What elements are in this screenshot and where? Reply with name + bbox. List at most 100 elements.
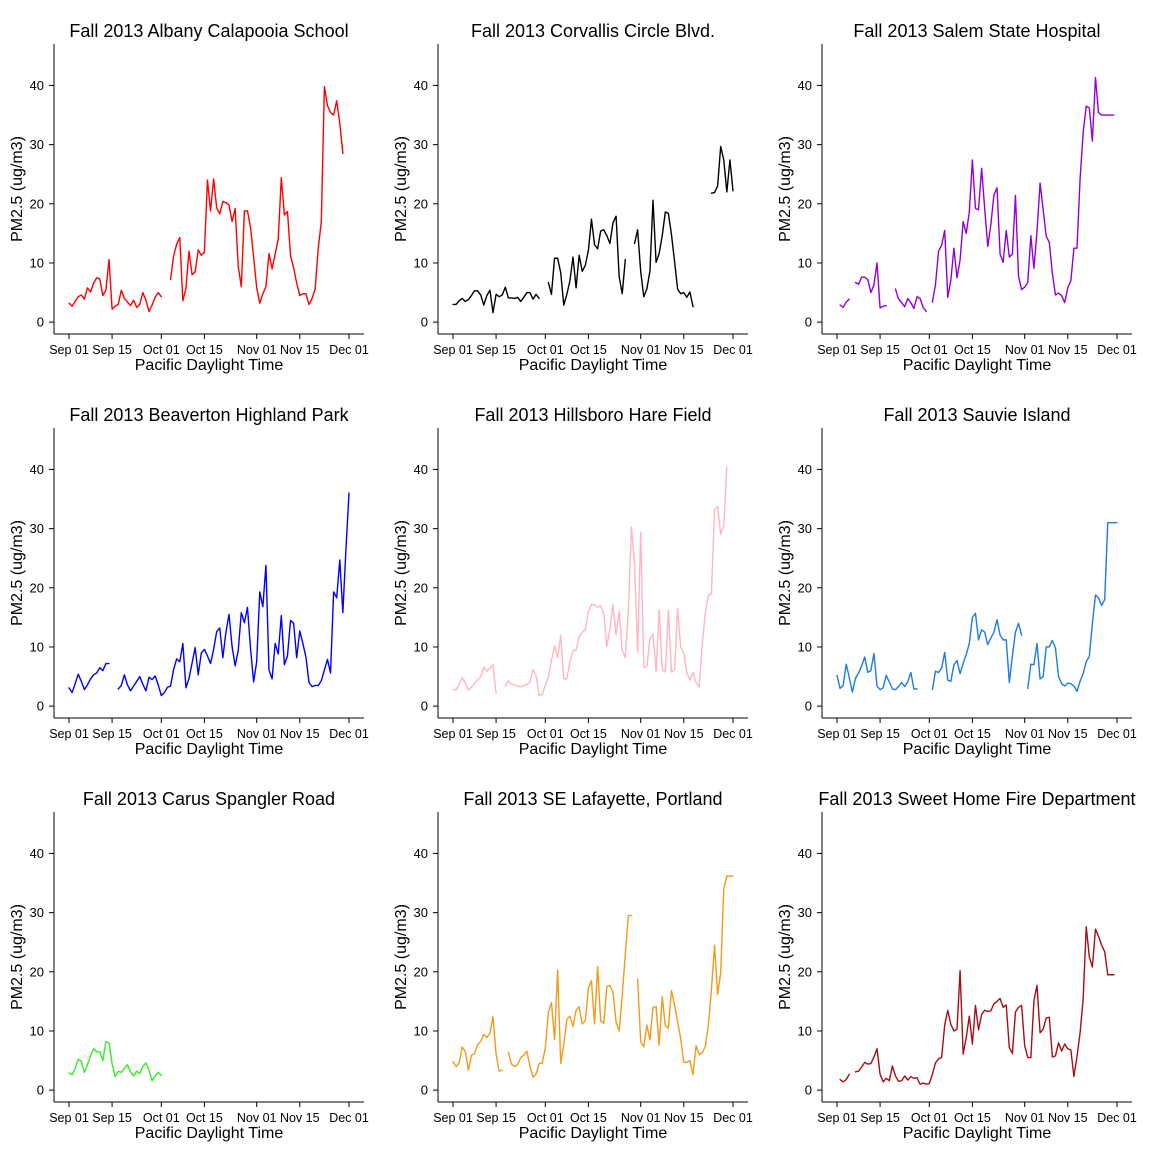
chart-panel: Fall 2013 Sauvie Island 0 10 20 30 40 Sep 01 Se… [777,405,1137,758]
series-line [633,199,694,308]
chart-panel: Fall 2013 Salem State Hospital 0 10 20 30 40 S… [777,21,1137,374]
series-line [636,875,734,1076]
y-tick-label: 10 [798,639,812,654]
y-tick-label: 0 [421,699,428,714]
x-tick-label: Nov 15 [280,1111,320,1125]
y-axis-label: PM2.5 (ug/m3) [9,136,26,242]
y-tick-label: 20 [798,580,812,595]
series-line [931,77,1115,304]
x-axis-label: Pacific Daylight Time [135,741,284,758]
y-tick-label: 10 [414,255,428,270]
y-tick-label: 40 [414,462,428,477]
x-axis-label: Pacific Daylight Time [903,357,1052,374]
x-tick-label: Dec 01 [329,343,369,357]
chart-title: Fall 2013 Sauvie Island [883,405,1070,425]
y-tick-label: 0 [805,315,812,330]
y-tick-label: 40 [414,846,428,861]
x-tick-label: Sep 01 [817,1111,857,1125]
y-tick-label: 20 [798,964,812,979]
y-axis-label: PM2.5 (ug/m3) [393,520,410,626]
y-axis-label: PM2.5 (ug/m3) [393,904,410,1010]
series-line [854,262,887,309]
x-tick-label: Oct 01 [143,343,180,357]
y-tick-label: 0 [421,315,428,330]
y-tick-label: 40 [30,78,44,93]
x-tick-label: Dec 01 [1097,1111,1137,1125]
x-tick-label: Sep 01 [817,343,857,357]
x-tick-label: Nov 15 [664,727,704,741]
x-tick-label: Oct 01 [527,727,564,741]
x-tick-label: Oct 15 [186,1111,223,1125]
y-tick-label: 20 [414,964,428,979]
chart-title: Fall 2013 Carus Spangler Road [83,789,335,809]
x-axis-label: Pacific Daylight Time [903,741,1052,758]
chart-title: Fall 2013 Sweet Home Fire Department [818,789,1135,809]
x-tick-label: Nov 01 [237,727,277,741]
y-tick-label: 30 [798,905,812,920]
y-tick-label: 40 [414,78,428,93]
x-tick-label: Nov 15 [664,1111,704,1125]
x-tick-label: Nov 01 [1005,727,1045,741]
y-tick-label: 10 [30,1023,44,1038]
x-tick-label: Sep 01 [49,1111,89,1125]
chart-panel: Fall 2013 SE Lafayette, Portland 0 10 20 30 4… [393,789,753,1142]
x-axis-label: Pacific Daylight Time [903,1125,1052,1142]
series-line [169,85,344,306]
y-tick-label: 30 [414,905,428,920]
x-tick-label: Dec 01 [713,727,753,741]
series-line [839,298,851,309]
x-axis-label: Pacific Daylight Time [519,741,668,758]
x-tick-label: Nov 15 [280,343,320,357]
chart-title: Fall 2013 Hillsboro Hare Field [474,405,711,425]
series-line [68,258,163,313]
x-tick-label: Oct 15 [954,1111,991,1125]
y-tick-label: 30 [30,521,44,536]
x-tick-label: Sep 15 [476,727,516,741]
y-tick-label: 0 [37,315,44,330]
y-tick-label: 0 [805,699,812,714]
y-tick-label: 30 [414,521,428,536]
chart-title: Fall 2013 SE Lafayette, Portland [463,789,722,809]
series-line [854,926,1115,1085]
y-tick-label: 30 [30,905,44,920]
x-tick-label: Sep 15 [476,343,516,357]
y-tick-label: 40 [30,462,44,477]
x-tick-label: Sep 15 [476,1111,516,1125]
y-tick-label: 40 [798,846,812,861]
y-tick-label: 10 [30,255,44,270]
x-tick-label: Dec 01 [713,1111,753,1125]
x-tick-label: Sep 01 [433,1111,473,1125]
x-axis-label: Pacific Daylight Time [135,1125,284,1142]
chart-panel: Fall 2013 Carus Spangler Road 0 10 20 30 40 Se… [9,789,369,1142]
x-tick-label: Oct 15 [954,343,991,357]
series-line [931,612,1023,691]
x-tick-label: Nov 01 [621,727,661,741]
x-tick-label: Sep 01 [433,343,473,357]
series-line [452,1016,503,1072]
series-line [507,914,633,1078]
x-tick-label: Dec 01 [1097,727,1137,741]
series-line [117,492,350,697]
x-tick-label: Sep 15 [92,1111,132,1125]
x-tick-label: Oct 15 [570,1111,607,1125]
chart-panel: Fall 2013 Hillsboro Hare Field 0 10 20 30 40 S… [393,405,753,758]
x-tick-label: Sep 15 [860,1111,900,1125]
x-tick-label: Dec 01 [1097,343,1137,357]
chart-title: Fall 2013 Corvallis Circle Blvd. [471,21,715,41]
series-line [710,145,734,194]
y-axis-label: PM2.5 (ug/m3) [9,904,26,1010]
y-tick-label: 10 [798,1023,812,1038]
series-line [68,662,110,694]
y-tick-label: 0 [421,1083,428,1098]
y-tick-label: 30 [414,137,428,152]
y-axis-label: PM2.5 (ug/m3) [777,136,794,242]
y-tick-label: 30 [798,137,812,152]
x-tick-label: Nov 01 [621,1111,661,1125]
x-tick-label: Oct 01 [911,343,948,357]
series-line [452,286,540,314]
y-tick-label: 10 [414,1023,428,1038]
series-line [547,215,627,306]
x-tick-label: Sep 01 [49,343,89,357]
y-tick-label: 0 [37,699,44,714]
x-tick-label: Oct 01 [911,727,948,741]
